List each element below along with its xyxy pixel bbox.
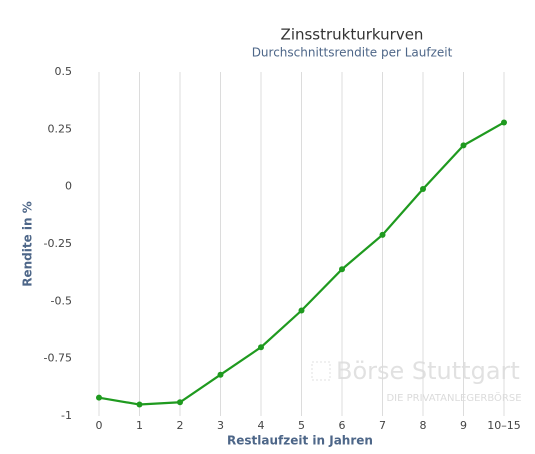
y-tick-label: -0.5 bbox=[51, 294, 72, 307]
y-tick-label: 0.5 bbox=[55, 65, 73, 78]
data-point bbox=[501, 119, 507, 126]
y-axis-label: Rendite in % bbox=[21, 201, 35, 287]
x-axis-label: Restlaufzeit in Jahren bbox=[227, 434, 373, 448]
grid bbox=[98, 72, 505, 416]
data-point bbox=[177, 399, 183, 406]
data-point bbox=[96, 394, 102, 401]
x-tick-label: 6 bbox=[339, 419, 346, 432]
watermark-tagline: DIE PRIVATANLEGERBÖRSE bbox=[386, 391, 521, 404]
x-tick-label: 1 bbox=[136, 419, 143, 432]
x-tick-label: 0 bbox=[96, 419, 103, 432]
y-tick-label: -0.75 bbox=[44, 352, 72, 365]
x-tick-label: 8 bbox=[420, 419, 427, 432]
x-tick-label: 3 bbox=[217, 419, 224, 432]
y-tick-label: -1 bbox=[61, 409, 72, 422]
chart-subtitle: Durchschnittsrendite per Laufzeit bbox=[252, 46, 453, 60]
y-tick-label: -0.25 bbox=[44, 237, 72, 250]
data-point bbox=[258, 344, 264, 351]
x-tick-label: 2 bbox=[177, 419, 184, 432]
data-point bbox=[217, 371, 224, 378]
watermark: Börse Stuttgart DIE PRIVATANLEGERBÖRSE bbox=[311, 357, 522, 404]
data-point bbox=[379, 231, 386, 238]
watermark-logo bbox=[311, 361, 331, 381]
x-tick-label: 10–15 bbox=[487, 419, 521, 432]
x-tick-label: 4 bbox=[258, 419, 265, 432]
data-point bbox=[298, 307, 305, 314]
x-tick-label: 5 bbox=[298, 419, 305, 432]
data-point bbox=[136, 401, 143, 408]
data-point bbox=[339, 266, 345, 273]
x-tick-label: 7 bbox=[379, 419, 386, 432]
x-tick-label: 9 bbox=[460, 419, 467, 432]
y-tick-label: 0.25 bbox=[48, 122, 73, 135]
chart-title: Zinsstrukturkurven bbox=[281, 26, 424, 44]
watermark-brand: Börse Stuttgart bbox=[336, 357, 520, 385]
data-point bbox=[420, 185, 426, 192]
data-point bbox=[460, 142, 467, 149]
y-tick-label: 0 bbox=[65, 180, 72, 193]
